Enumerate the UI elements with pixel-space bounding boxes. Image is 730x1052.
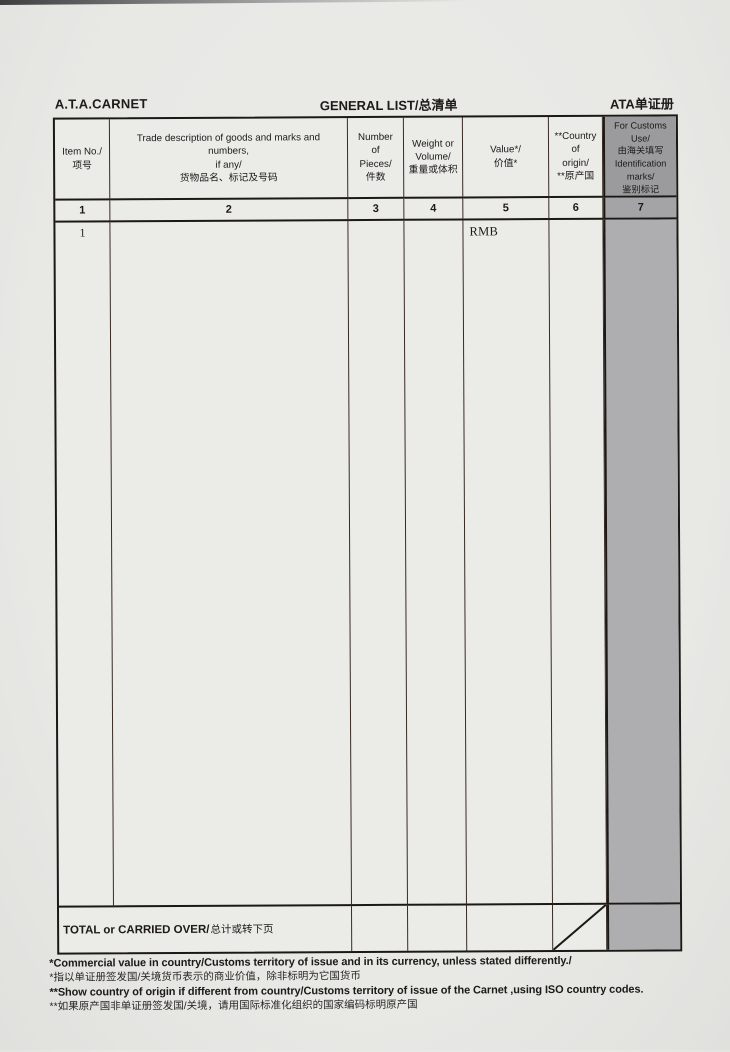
header-line: if any/ xyxy=(215,159,242,171)
total-cell-customs-use xyxy=(606,904,681,950)
header-line: 重量或体积 xyxy=(408,164,458,176)
col-number-4: 4 xyxy=(404,198,464,221)
header-line: Identification xyxy=(614,158,667,169)
header-line: Trade description of goods and marks and xyxy=(136,132,321,145)
header-line: of xyxy=(571,144,580,156)
col-header-value: Value*/ 价值* xyxy=(462,117,550,199)
header-line: Use/ xyxy=(630,133,650,144)
general-list-table: Item No./ 项号 Trade description of goods … xyxy=(52,114,683,955)
header-line: 货物品名、标记及号码 xyxy=(179,172,278,184)
col-header-description: Trade description of goods and marks and… xyxy=(109,118,349,201)
total-label-en: TOTAL or CARRIED OVER/ xyxy=(63,923,210,937)
header-line: of xyxy=(371,145,380,157)
col-number-6: 6 xyxy=(549,197,604,221)
col-number-2: 2 xyxy=(110,199,349,223)
total-row-label-cell: TOTAL or CARRIED OVER/总计或转下页 xyxy=(58,906,353,953)
body-cell-description xyxy=(110,221,352,908)
header-line: For Customs xyxy=(614,120,667,131)
body-cell-weight xyxy=(404,220,467,906)
form-title-center: GENERAL LIST/总清单 xyxy=(319,97,458,114)
total-label-zh: 总计或转下页 xyxy=(210,923,274,936)
header-line: Value*/ xyxy=(490,144,522,156)
footnote-zh-country-origin: **如果原产国非单证册签发国/关境，请用国际标准化组织的国家编码标明原产国 xyxy=(49,998,418,1013)
total-cell-pieces xyxy=(351,905,409,952)
header-line: Weight or xyxy=(412,138,454,150)
col-header-customs-use: For Customs Use/ 由海关填写 Identification ma… xyxy=(602,116,677,198)
header-line: marks/ xyxy=(626,171,655,182)
col-number-3: 3 xyxy=(348,198,405,222)
body-cell-item-no: 1 xyxy=(55,222,114,908)
header-line: 鉴别标记 xyxy=(622,183,660,195)
header-line: **Country xyxy=(554,130,597,143)
col-number-1: 1 xyxy=(55,200,111,223)
total-cell-value xyxy=(466,905,554,951)
header-line: 项号 xyxy=(72,159,92,172)
header-line: 价值* xyxy=(493,157,518,169)
col-number-5: 5 xyxy=(463,198,550,221)
footnote-zh-commercial-value: *指以单证册签发国/关境货币表示的商业价值，除非标明为它国货币 xyxy=(49,969,361,984)
col-header-pieces: Number of Pieces/ 件数 xyxy=(347,117,405,200)
diagonal-strike-line xyxy=(553,905,606,950)
total-cell-origin xyxy=(552,904,608,951)
col-header-origin: **Country of origin/ **原产国 xyxy=(548,116,604,199)
header-line: 件数 xyxy=(365,171,386,183)
col-header-item-no: Item No./ 项号 xyxy=(54,119,111,201)
footnotes: *Commercial value in country/Customs ter… xyxy=(49,954,709,1013)
header-line: Item No./ xyxy=(62,146,102,158)
col-number-7: 7 xyxy=(603,197,677,220)
header-line: Number xyxy=(358,131,393,144)
body-cell-pieces xyxy=(348,220,408,907)
total-cell-weight xyxy=(407,905,468,951)
form-title-left: A.T.A.CARNET xyxy=(54,96,148,112)
body-cell-origin xyxy=(549,219,607,906)
form-title-right: ATA单证册 xyxy=(609,96,674,112)
header-line: origin/ xyxy=(562,157,589,169)
header-line: Pieces/ xyxy=(359,158,392,170)
photo-top-edge-shadow xyxy=(0,0,470,5)
header-line: Volume/ xyxy=(415,151,451,163)
header-line: numbers, xyxy=(208,145,249,158)
body-cell-customs-use xyxy=(603,219,680,905)
header-line: 由海关填写 xyxy=(617,145,664,157)
body-cell-value: RMB xyxy=(463,220,553,906)
col-header-weight: Weight or Volume/ 重量或体积 xyxy=(403,117,464,199)
header-line: **原产国 xyxy=(557,170,595,182)
